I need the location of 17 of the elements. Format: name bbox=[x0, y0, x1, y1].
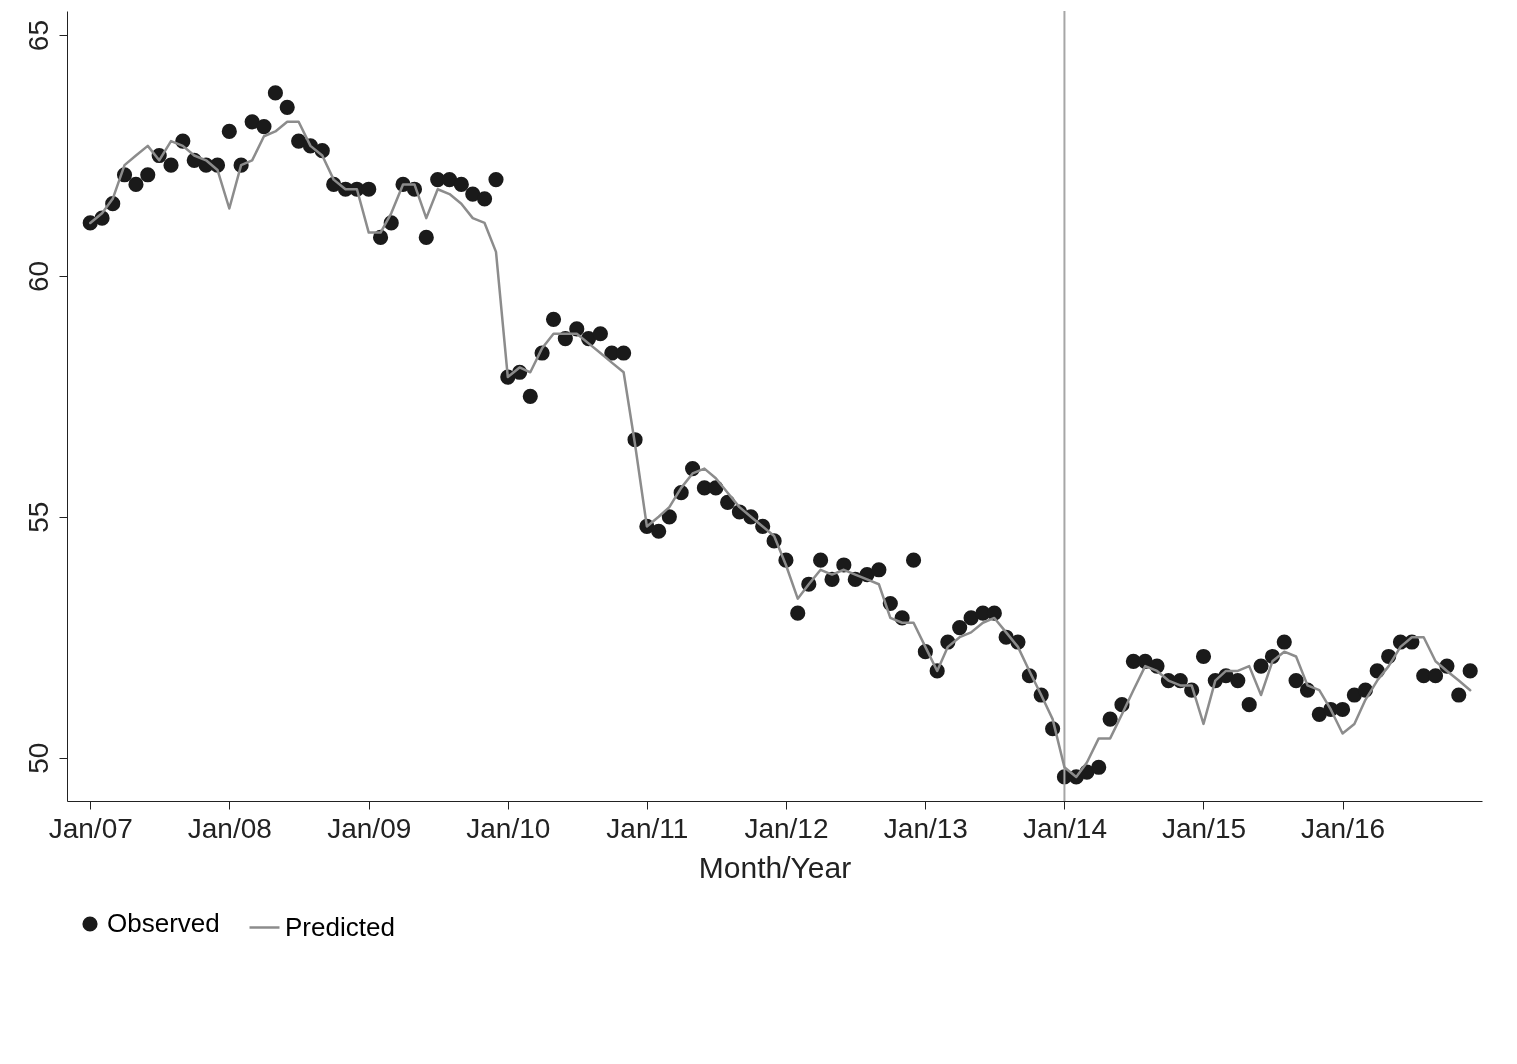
x-tick-label: Jan/07 bbox=[48, 812, 133, 844]
legend-label: Observed bbox=[107, 908, 220, 938]
x-axis-title: Month/Year bbox=[698, 850, 852, 884]
x-tick-label: Jan/12 bbox=[744, 812, 829, 844]
x-tick-label: Jan/11 bbox=[606, 812, 689, 844]
x-tick-label: Jan/13 bbox=[883, 812, 968, 844]
x-tick-label: Jan/15 bbox=[1161, 812, 1247, 844]
x-tick-label: Jan/08 bbox=[187, 812, 272, 844]
legend-label: Predicted bbox=[285, 911, 395, 942]
x-tick-label: Jan/14 bbox=[1022, 812, 1107, 844]
x-tick-label: Jan/09 bbox=[327, 812, 412, 844]
y-tick-label: 50 bbox=[22, 742, 54, 774]
x-tick-label: Jan/16 bbox=[1301, 812, 1386, 844]
y-tick-label: 60 bbox=[22, 260, 54, 293]
x-tick-label: Jan/10 bbox=[466, 812, 551, 844]
y-tick-label: 55 bbox=[22, 501, 54, 533]
y-tick-label: 65 bbox=[22, 20, 54, 52]
